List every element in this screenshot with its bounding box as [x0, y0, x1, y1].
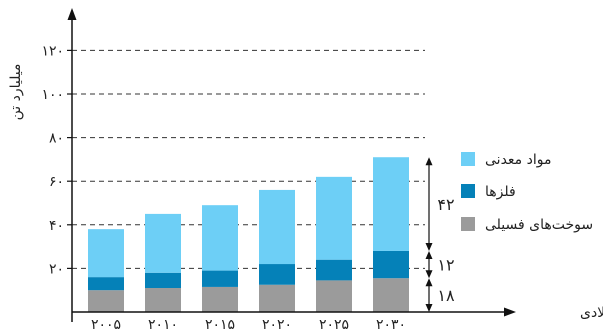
legend-label: فلزها [485, 184, 516, 200]
bar-segment [202, 205, 238, 271]
legend-swatch [461, 184, 475, 198]
y-tick-label: ۱۲۰ [41, 43, 64, 59]
x-axis-ticks: ۲۰۰۵ ۲۰۱۰ ۲۰۱۵ ۲۰۲۰ ۲۰۲۵ ۲۰۳۰ [91, 317, 406, 333]
brace-arrow-up [425, 157, 433, 166]
y-tick-label: ۸۰ [49, 131, 64, 147]
y-tick-label: ۴۰ [49, 218, 64, 234]
brace-label: ۴۲ [437, 195, 454, 214]
bar-segment [373, 278, 409, 312]
bar-segment [316, 259, 352, 281]
y-tick-label: ۱۰۰ [41, 87, 64, 103]
brace-arrow-down [425, 270, 433, 279]
bar-segment [88, 277, 124, 291]
x-tick-label: ۲۰۲۰ [262, 317, 292, 333]
y-tick-label: ۲۰ [49, 261, 64, 277]
brace-label: ۱۲ [437, 256, 454, 275]
x-tick-label: ۲۰۰۵ [91, 317, 121, 333]
bar-segment [202, 270, 238, 287]
x-tick-label: ۲۰۱۵ [205, 317, 235, 333]
legend: مواد معدنی فلزها سوخت‌های فسیلی [461, 152, 593, 233]
bar-segment [202, 286, 238, 312]
legend-swatch [461, 217, 475, 231]
bar-segment [145, 272, 181, 289]
bar-segment [145, 213, 181, 273]
bar-segment [145, 288, 181, 312]
brace-label: ۱۸ [437, 286, 455, 305]
bar-segment [373, 157, 409, 251]
value-braces: ۴۲ ۱۲ ۱۸ [425, 157, 455, 312]
y-axis-arrow [67, 8, 77, 20]
bar-segment [259, 189, 295, 265]
brace-arrow-down [425, 304, 433, 312]
x-tick-label: ۲۰۳۰ [376, 317, 406, 333]
bar-segment [259, 284, 295, 312]
x-tick-label: ۲۰۱۰ [148, 317, 178, 333]
legend-label: سوخت‌های فسیلی [485, 217, 593, 233]
brace-arrow-down [425, 242, 433, 251]
bars [88, 157, 409, 312]
x-axis-title: سال میلادی [580, 305, 603, 321]
gridlines [72, 49, 425, 269]
bar-segment [316, 280, 352, 312]
y-axis-ticks: ۲۰ ۴۰ ۶۰ ۸۰ ۱۰۰ ۱۲۰ [41, 43, 72, 277]
legend-swatch [461, 152, 475, 166]
x-tick-label: ۲۰۲۵ [319, 317, 349, 333]
y-tick-label: ۶۰ [49, 174, 64, 190]
bar-segment [88, 229, 124, 278]
bar-segment [88, 290, 124, 312]
bar-segment [259, 264, 295, 285]
brace-arrow-up [425, 278, 433, 287]
brace-arrow-up [425, 250, 433, 259]
y-axis-title: میلیارد تن [8, 64, 24, 121]
legend-label: مواد معدنی [485, 152, 551, 168]
bar-segment [373, 250, 409, 279]
x-axis-arrow [504, 307, 516, 317]
bar-segment [316, 176, 352, 260]
